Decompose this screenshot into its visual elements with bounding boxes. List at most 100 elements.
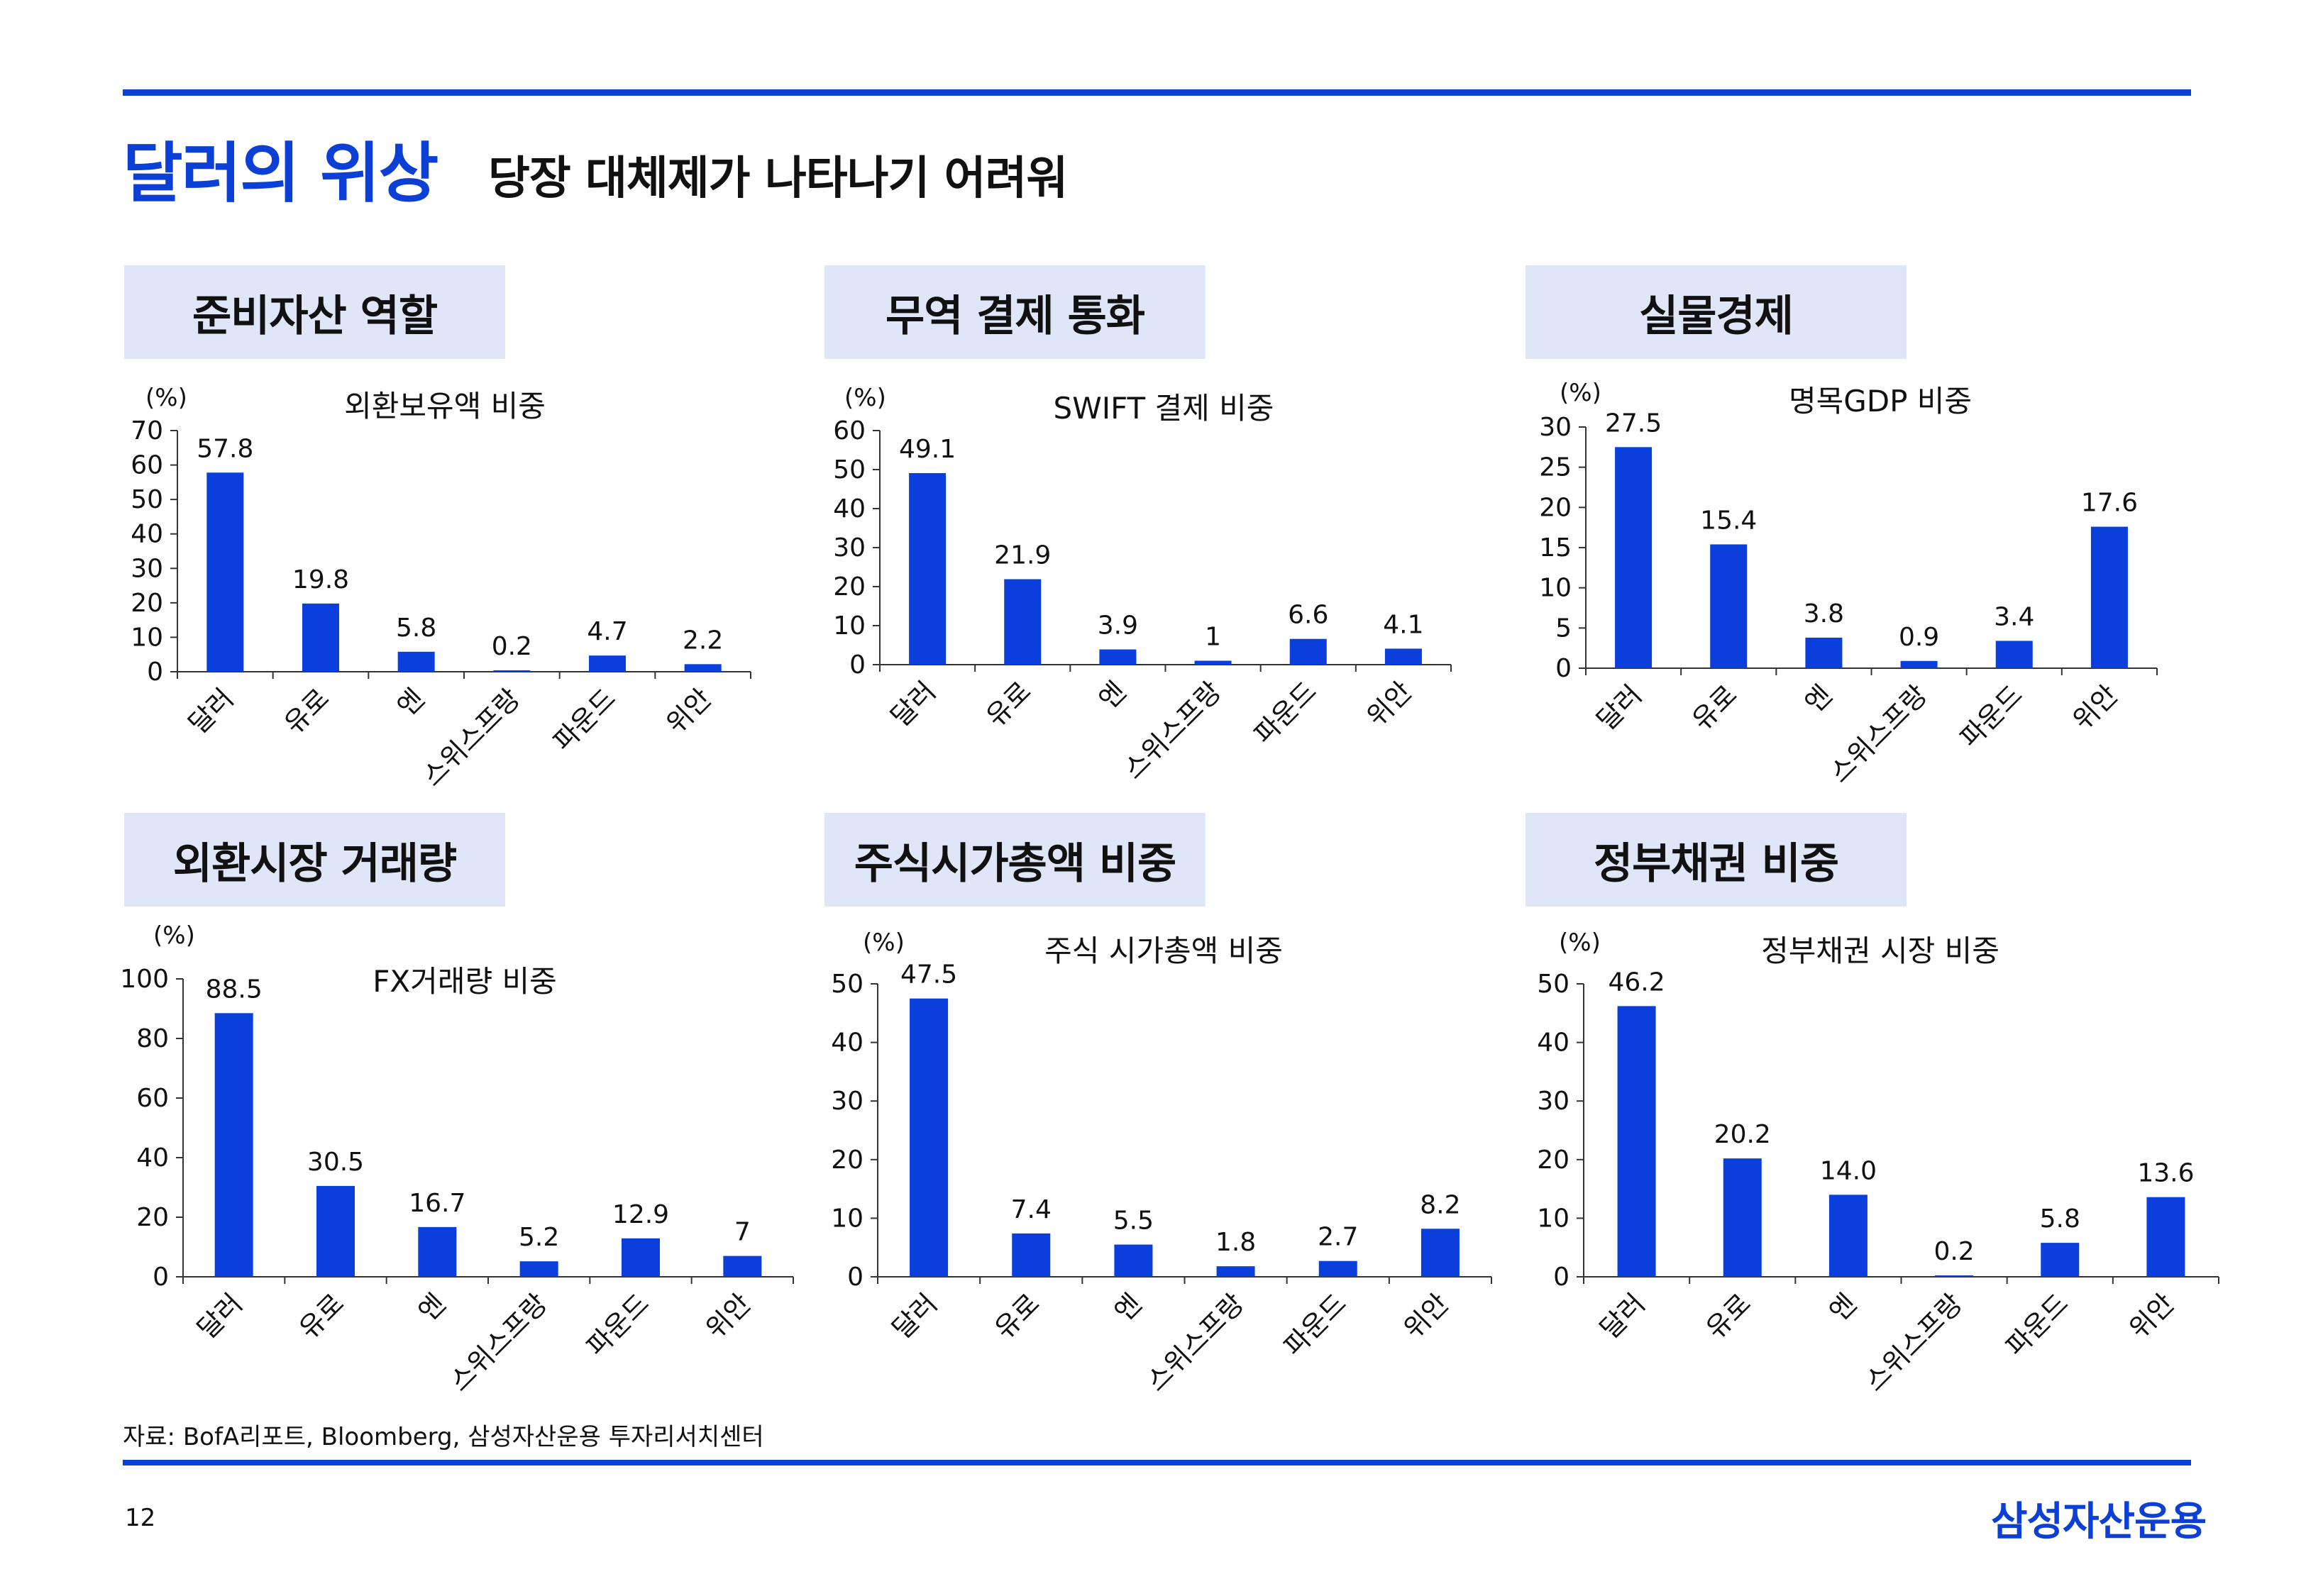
chart-1-x-label-0: 달러: [885, 675, 942, 733]
chart-5-data-label-3: 0.2: [1933, 1237, 1974, 1266]
chart-2-unit: (%): [1560, 379, 1601, 407]
chart-4-bar-2: [1114, 1244, 1153, 1277]
chart-0-y-tick-5: 50: [131, 485, 163, 514]
chart-2-data-label-3: 0.9: [1899, 623, 1939, 652]
chart-4-bar-1: [1012, 1233, 1051, 1277]
chart-2-data-label-4: 3.4: [1994, 602, 2034, 631]
chart-3-y-tick-0: 0: [153, 1263, 169, 1292]
chart-4-y-tick-2: 20: [831, 1146, 864, 1175]
chart-1-y-tick-5: 50: [833, 455, 866, 484]
chart-2-y-tick-1: 5: [1555, 614, 1572, 643]
chart-3-unit: (%): [153, 921, 195, 950]
panel-tag-equity: 주식시가총액 비중: [824, 813, 1206, 907]
chart-2-x-label-3: 스위스프랑: [1824, 679, 1933, 789]
page-number: 12: [125, 1504, 156, 1532]
header-rule: [123, 89, 2191, 96]
chart-4-y-tick-1: 10: [831, 1204, 864, 1233]
chart-5-bar-1: [1723, 1158, 1762, 1277]
chart-2-x-label-2: 엔: [1799, 679, 1838, 719]
chart-1-bar-0: [909, 472, 947, 665]
chart-1-data-label-2: 3.9: [1098, 611, 1138, 641]
chart-2-y-tick-4: 20: [1539, 493, 1572, 522]
chart-5-bar-4: [2041, 1243, 2080, 1277]
chart-5-bar-5: [2146, 1197, 2185, 1277]
chart-3-y-tick-3: 60: [136, 1084, 169, 1113]
page-subtitle: 당장 대체제가 나타나기 어려워: [488, 153, 1068, 205]
chart-2-x-label-5: 위안: [2067, 679, 2124, 736]
chart-4-bar-5: [1420, 1229, 1460, 1277]
chart-3-x-label-4: 파운드: [580, 1287, 655, 1362]
chart-5-y-tick-2: 20: [1537, 1146, 1569, 1175]
chart-1-bar-4: [1289, 638, 1327, 665]
chart-4-unit: (%): [863, 929, 905, 957]
chart-4-x-label-3: 스위스프랑: [1140, 1287, 1250, 1397]
chart-3-data-label-3: 5.2: [519, 1223, 559, 1252]
chart-4-y-tick-3: 30: [831, 1087, 864, 1116]
chart-5-bar-3: [1935, 1275, 1974, 1277]
chart-5-data-label-4: 5.8: [2040, 1204, 2080, 1234]
chart-5-y-tick-4: 40: [1537, 1029, 1569, 1058]
chart-0-bar-1: [302, 603, 339, 672]
chart-3-data-label-5: 7: [734, 1218, 751, 1247]
chart-2-bar-0: [1615, 447, 1653, 668]
chart-2-data-label-1: 15.4: [1700, 506, 1757, 535]
chart-3-data-label-1: 30.5: [307, 1148, 364, 1177]
chart-0-y-tick-7: 70: [131, 416, 163, 445]
chart-5-y-tick-1: 10: [1537, 1204, 1569, 1233]
chart-0-y-tick-0: 0: [147, 658, 163, 687]
panel-tag-gov-bond: 정부채권 비중: [1526, 813, 1907, 907]
chart-3-bar-2: [418, 1226, 457, 1277]
chart-3-y-tick-5: 100: [120, 965, 169, 994]
chart-4-bar-3: [1216, 1266, 1255, 1277]
chart-1-unit: (%): [844, 384, 886, 412]
chart-0-unit: (%): [145, 384, 187, 412]
chart-5-x-label-4: 파운드: [1999, 1287, 2074, 1362]
chart-0-x-label-1: 유로: [278, 682, 336, 740]
chart-0-bar-5: [684, 664, 722, 672]
chart-1-bar-3: [1194, 660, 1232, 665]
chart-5-y-tick-3: 30: [1537, 1087, 1569, 1116]
chart-2-y-tick-2: 10: [1539, 574, 1572, 603]
chart-5-data-label-5: 13.6: [2137, 1159, 2194, 1188]
chart-0-data-label-1: 19.8: [292, 565, 349, 594]
chart-0-bar-0: [206, 472, 244, 672]
chart-1-bar-5: [1384, 648, 1422, 665]
chart-1-title: SWIFT 결제 비중: [1054, 391, 1274, 426]
chart-5-data-label-2: 14.0: [1820, 1156, 1877, 1185]
chart-4-x-label-5: 위안: [1398, 1287, 1455, 1345]
chart-5-y-tick-5: 50: [1537, 970, 1569, 999]
panel-tag-reserve: 준비자산 역할: [124, 265, 505, 359]
chart-3-y-tick-4: 80: [136, 1024, 169, 1053]
chart-3-y-tick-2: 40: [136, 1143, 169, 1173]
chart-4-x-label-0: 달러: [886, 1287, 944, 1345]
panel-tag-trade: 무역 결제 통화: [824, 265, 1206, 359]
chart-3-data-label-4: 12.9: [612, 1200, 669, 1229]
chart-2-x-label-1: 유로: [1686, 679, 1743, 736]
chart-0-data-label-2: 5.8: [396, 614, 436, 643]
chart-1-y-tick-0: 0: [849, 650, 866, 680]
chart-0-bar-4: [589, 655, 626, 672]
chart-2-y-tick-5: 25: [1539, 453, 1572, 482]
footer-rule: [123, 1460, 2191, 1465]
chart-4-data-label-4: 2.7: [1318, 1223, 1358, 1252]
chart-0-x-label-5: 위안: [660, 682, 717, 740]
chart-5-bar-0: [1617, 1006, 1656, 1277]
chart-3-data-label-0: 88.5: [206, 975, 263, 1004]
chart-0-x-label-2: 엔: [391, 682, 431, 722]
chart-2-data-label-2: 3.8: [1804, 599, 1844, 628]
chart-1-x-label-2: 엔: [1093, 675, 1132, 715]
chart-1-y-tick-3: 30: [833, 533, 866, 563]
chart-4-data-label-2: 5.5: [1113, 1207, 1154, 1236]
chart-1-data-label-5: 4.1: [1383, 610, 1423, 639]
chart-0-data-label-0: 57.8: [197, 434, 253, 463]
chart-1-y-tick-2: 20: [833, 572, 866, 602]
chart-4-bar-4: [1318, 1260, 1357, 1277]
chart-2-y-tick-0: 0: [1555, 654, 1572, 683]
chart-1-y-tick-6: 60: [833, 416, 866, 445]
chart-3-bar-5: [723, 1256, 762, 1277]
chart-2-x-label-0: 달러: [1591, 679, 1648, 736]
chart-0-data-label-3: 0.2: [492, 632, 532, 661]
chart-2-bar-5: [2090, 526, 2128, 668]
chart-2-y-tick-3: 15: [1539, 533, 1572, 563]
chart-0-y-tick-3: 30: [131, 554, 163, 583]
